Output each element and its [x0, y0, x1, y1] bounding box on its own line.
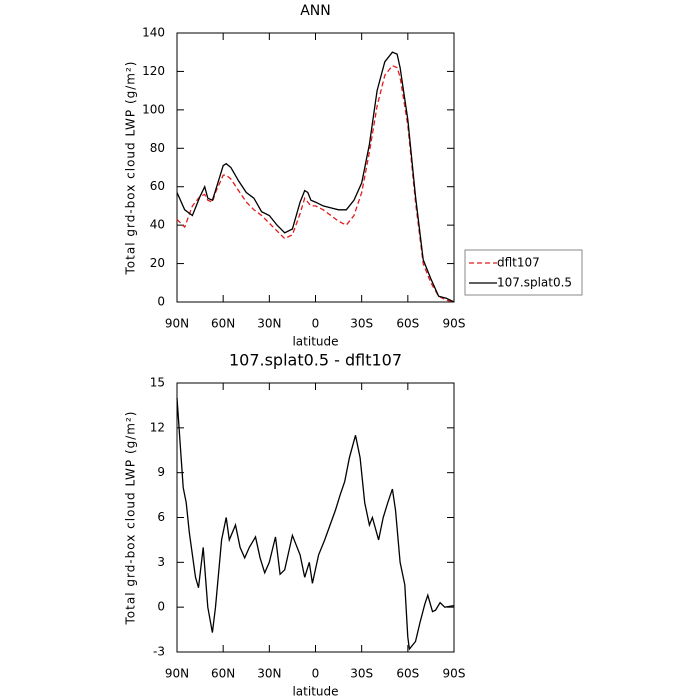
- y-tick-label: 120: [142, 64, 165, 78]
- data-line: [176, 64, 455, 303]
- y-tick-label: 40: [150, 218, 165, 232]
- x-axis-label: latitude: [292, 685, 338, 699]
- x-axis-label: latitude: [292, 335, 338, 349]
- x-tick-label: 30S: [350, 667, 373, 681]
- y-tick-label: 0: [157, 295, 165, 309]
- y-tick-label: 0: [157, 600, 165, 614]
- legend-label: 107.splat0.5: [497, 276, 572, 290]
- y-tick-label: 100: [142, 102, 165, 116]
- y-tick-label: 20: [150, 256, 165, 270]
- y-tick-label: 15: [150, 376, 165, 390]
- x-tick-label: 90S: [443, 317, 466, 331]
- x-tick-label: 0: [312, 667, 320, 681]
- y-tick-label: 60: [150, 179, 165, 193]
- x-tick-label: 60S: [396, 667, 419, 681]
- data-line: [176, 51, 455, 303]
- x-tick-label: 60N: [211, 667, 235, 681]
- y-tick-label: 3: [157, 555, 165, 569]
- x-tick-label: 60N: [211, 317, 235, 331]
- y-tick-label: 12: [150, 420, 165, 434]
- y-tick-label: 6: [157, 510, 165, 524]
- legend-label: dflt107: [497, 256, 540, 270]
- y-axis-label: Total grd-box cloud LWP (g/m²): [124, 411, 138, 626]
- x-tick-label: 30N: [257, 317, 281, 331]
- data-line: [176, 397, 455, 651]
- x-tick-label: 90N: [165, 667, 189, 681]
- plot-frame: [176, 382, 455, 653]
- y-tick-label: -3: [153, 645, 165, 659]
- x-tick-label: 30N: [257, 667, 281, 681]
- x-tick-label: 0: [312, 317, 320, 331]
- y-tick-label: 140: [142, 26, 165, 40]
- x-tick-label: 90S: [443, 667, 466, 681]
- x-tick-label: 30S: [350, 317, 373, 331]
- chart-title: ANN: [300, 3, 331, 19]
- y-tick-label: 80: [150, 141, 165, 155]
- y-tick-label: 9: [157, 465, 165, 479]
- y-axis-label: Total grd-box cloud LWP (g/m²): [124, 61, 138, 276]
- x-tick-label: 90N: [165, 317, 189, 331]
- chart-title: 107.splat0.5 - dflt107: [229, 351, 402, 370]
- x-tick-label: 60S: [396, 317, 419, 331]
- legend-box: [464, 249, 583, 296]
